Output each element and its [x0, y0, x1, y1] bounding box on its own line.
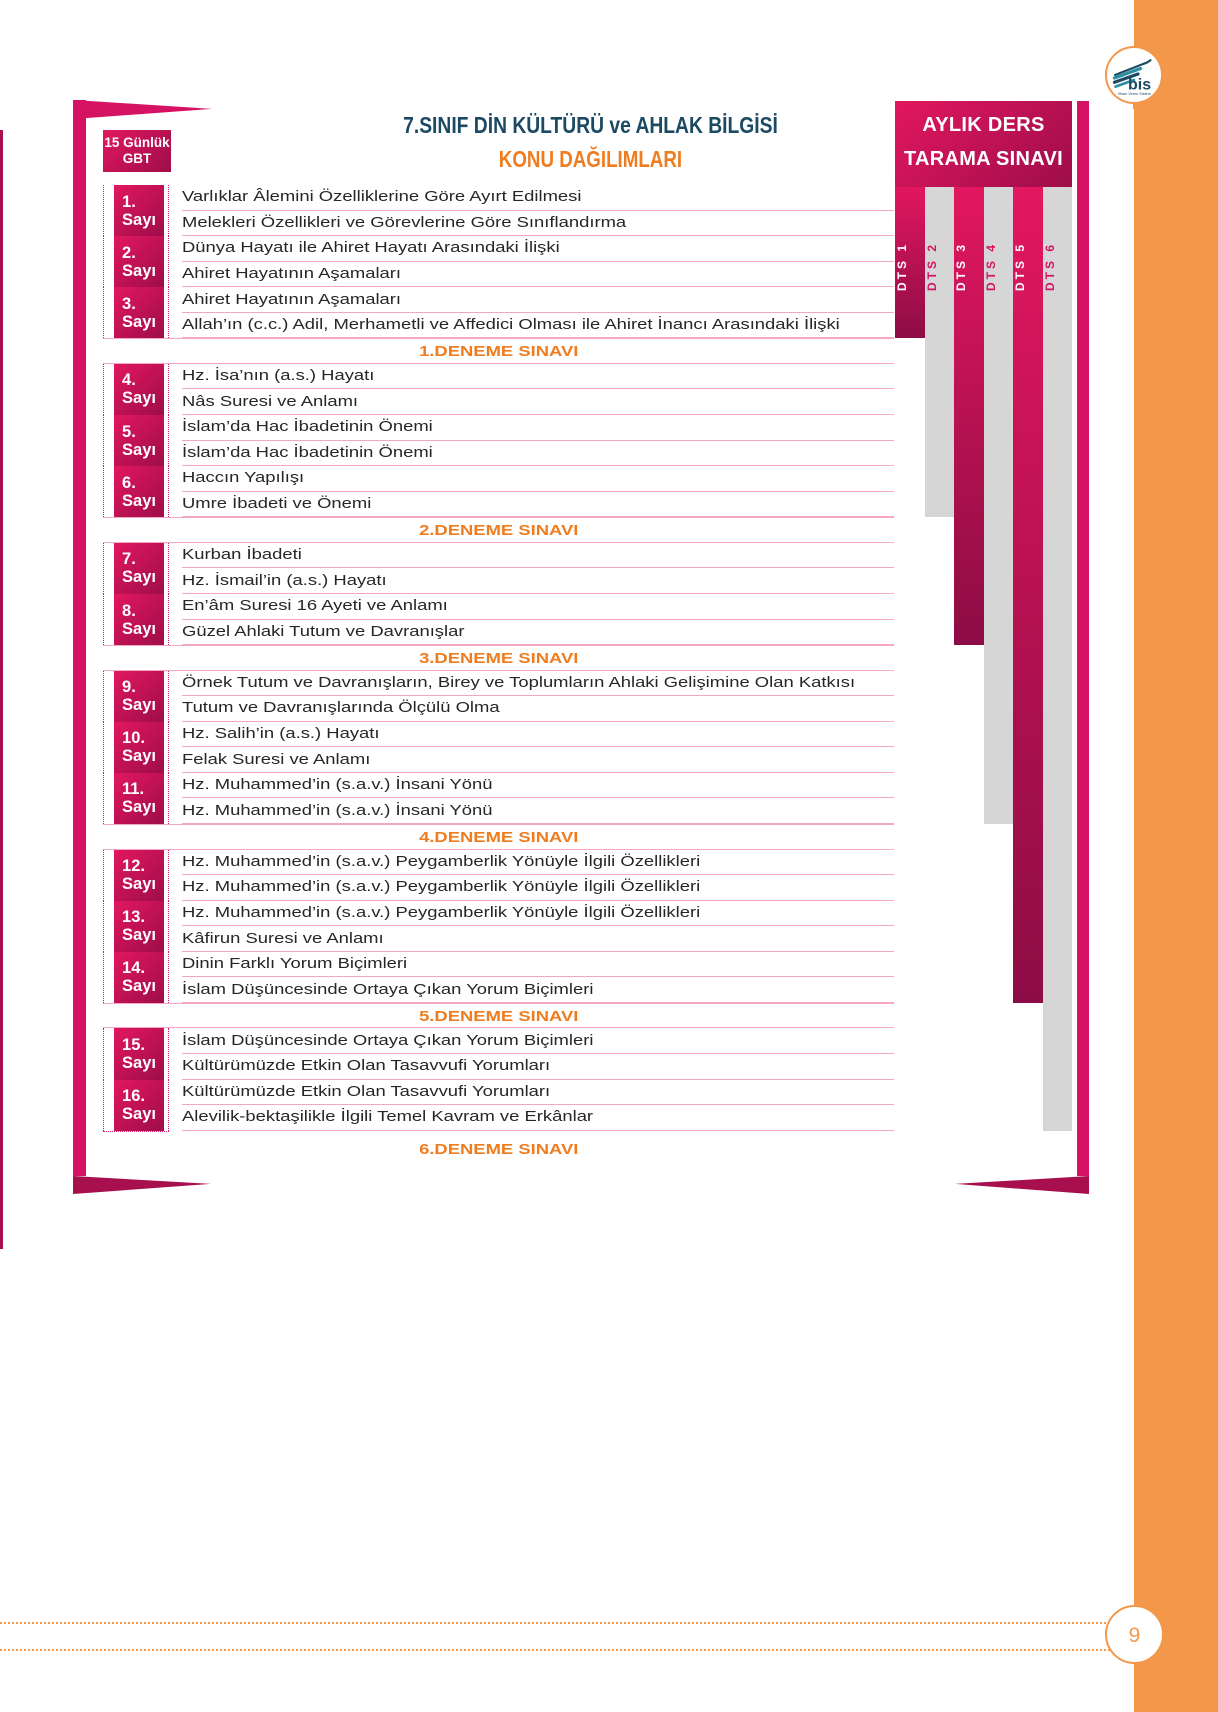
svg-text:İlham Veren Sistem: İlham Veren Sistem	[1118, 91, 1151, 96]
svg-text:bis: bis	[1128, 77, 1151, 94]
